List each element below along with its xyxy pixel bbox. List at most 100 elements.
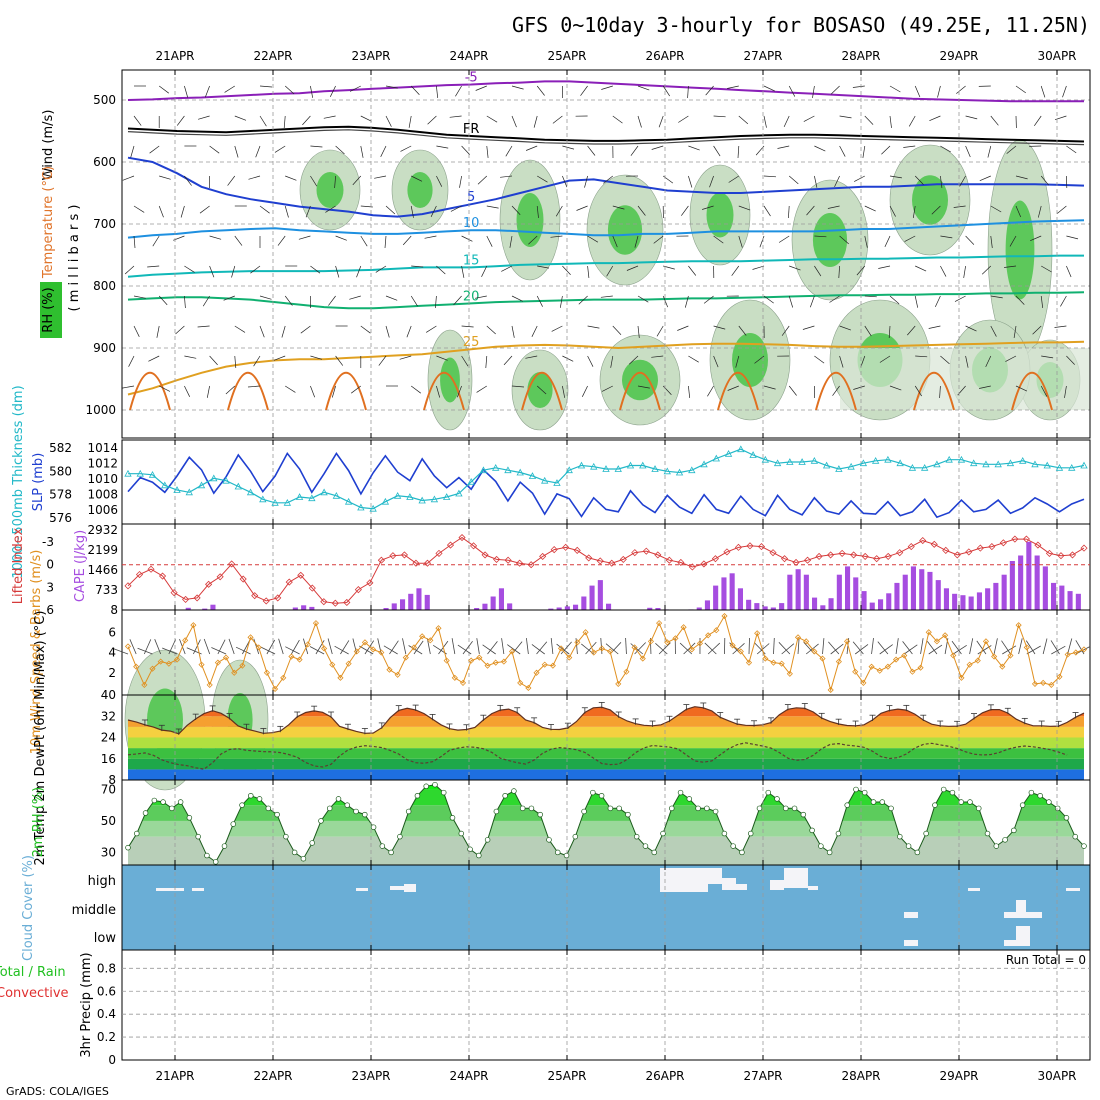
cloud-patch — [708, 868, 722, 884]
wind-barb — [937, 85, 941, 98]
wind-barb — [688, 385, 691, 398]
ylabel-temperature: Temperature (°C) — [41, 166, 56, 279]
thickness-point — [148, 470, 157, 478]
wind-barb — [328, 295, 336, 306]
wind10m-point — [410, 644, 418, 651]
cape-bar — [696, 607, 702, 610]
cape-tick: 8 — [110, 603, 118, 617]
wind-barb — [511, 295, 523, 302]
wind10m-barb — [993, 638, 998, 655]
wind10m-barb — [211, 647, 227, 655]
wind-barb — [209, 145, 220, 154]
wind10m-barb — [969, 638, 974, 655]
rh2m-point — [1081, 843, 1087, 849]
wind-barb — [788, 85, 796, 97]
wind10m-barb — [781, 643, 795, 655]
wind-barb — [531, 325, 538, 337]
wind10m-barb — [309, 646, 325, 655]
wind-barb — [662, 85, 670, 97]
wind-barb — [481, 265, 488, 277]
wind10m-barb — [334, 645, 349, 655]
lifted-index-point — [228, 560, 236, 568]
wind-barb — [915, 265, 927, 272]
wind-barb — [331, 385, 336, 398]
lifted-index-point — [412, 559, 420, 567]
cape-bar — [803, 574, 809, 610]
isotherm-label: 20 — [463, 289, 480, 304]
cape-bar — [589, 585, 595, 610]
wind10m-barb — [920, 638, 924, 655]
wind-barb — [656, 325, 664, 337]
rh-cell-core — [706, 192, 734, 238]
wind-barb — [449, 115, 462, 118]
wind-barb — [310, 175, 318, 187]
cape-bar — [597, 580, 603, 610]
rh2m-point — [151, 797, 158, 804]
cape-bar — [754, 603, 760, 610]
cape-bar — [1026, 541, 1032, 610]
ylabel-rh: RH (%) — [41, 287, 56, 332]
wind-barb — [436, 145, 449, 149]
wind10m-barb — [822, 638, 825, 655]
isotherm-line-secondary — [127, 129, 1085, 146]
rh2m-point — [572, 833, 579, 840]
wind-barb — [562, 175, 568, 188]
thickness-point — [700, 460, 708, 468]
thickness-point — [320, 488, 328, 496]
wind-barb — [939, 385, 941, 399]
wind-barb — [335, 265, 340, 278]
wind10m-point — [304, 641, 311, 648]
wind-barb — [505, 145, 513, 157]
wind10m-barb — [426, 638, 431, 655]
wind-barb — [881, 145, 891, 155]
wind-barb — [424, 235, 437, 239]
wind-barb — [965, 145, 971, 158]
wind-barb — [914, 295, 919, 308]
wind-barb — [259, 325, 265, 338]
rh2m-point — [458, 830, 465, 837]
lifted-index-point — [815, 552, 823, 560]
wind10m-point — [337, 674, 344, 681]
wind10m-barb — [327, 638, 333, 655]
wind10m-barb — [605, 643, 619, 655]
wind-barb — [158, 295, 168, 306]
thickness-point — [369, 504, 377, 512]
wind10m-barb — [852, 641, 864, 655]
rh2m-point — [186, 815, 193, 821]
cape-bar — [1051, 582, 1057, 610]
wind-barb — [486, 145, 489, 158]
rh2m-point — [353, 808, 359, 815]
wind10m-point — [435, 625, 442, 632]
ylabel-millibars: ( m i l l i b a r s ) — [67, 205, 82, 312]
wind10m-point — [1064, 651, 1071, 658]
wind-barb — [430, 205, 437, 217]
thickness-point — [933, 460, 941, 468]
wind-barb — [637, 325, 640, 338]
wind10m-point — [1007, 652, 1014, 659]
wind10m-barb — [389, 640, 399, 655]
wind-barb — [628, 355, 639, 365]
wind10m-point — [925, 629, 932, 636]
rh2m-point — [984, 830, 991, 837]
wind10m-point — [231, 669, 238, 676]
rh2m-point — [344, 802, 351, 808]
wind10m-barb — [707, 642, 721, 655]
wind-barb — [562, 265, 571, 276]
wind-barb — [536, 385, 547, 395]
wind10m-point — [1072, 649, 1079, 656]
wind10m-barb — [630, 643, 644, 655]
thickness-point — [234, 482, 242, 490]
cape-bar — [943, 588, 949, 610]
wind-barb — [864, 205, 876, 212]
precip-tick: 0.2 — [97, 1030, 116, 1044]
cloud-background — [122, 865, 1090, 950]
wind-barb — [400, 145, 412, 152]
wind-barb — [626, 265, 639, 271]
wind-barb — [684, 295, 689, 308]
wind10m-point — [615, 680, 622, 687]
cape-bar — [474, 608, 480, 610]
wind-barb — [806, 205, 815, 216]
thickness-point — [639, 461, 647, 469]
thickness-point — [982, 460, 990, 468]
thickness-tick: 580 — [49, 464, 72, 478]
